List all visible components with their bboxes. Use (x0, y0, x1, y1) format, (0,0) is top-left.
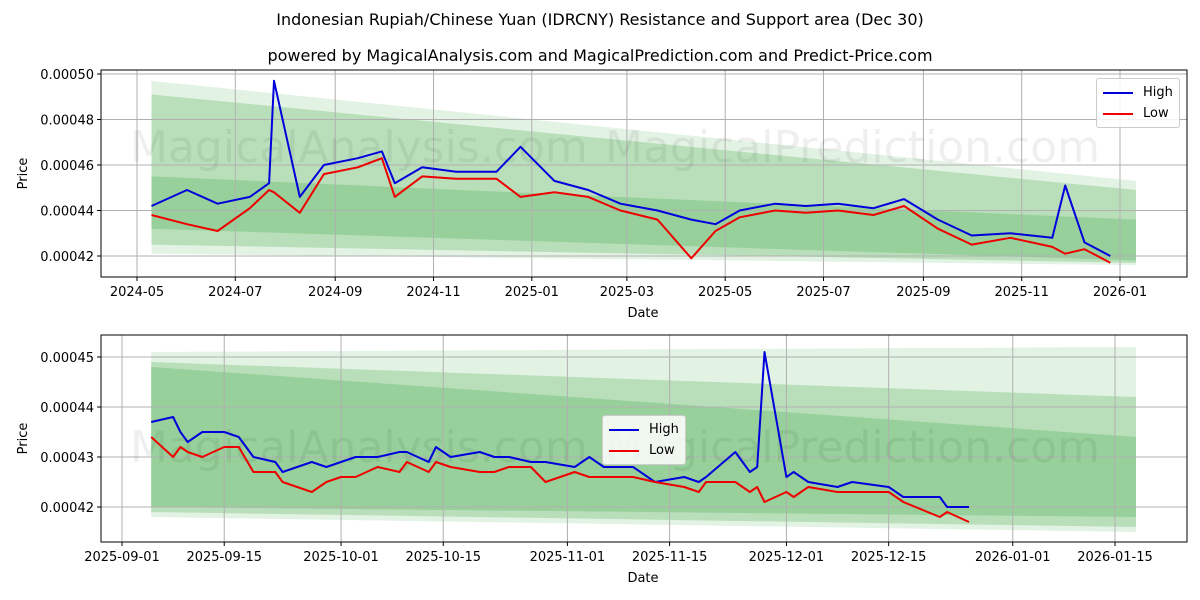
legend-low-label: Low (649, 443, 675, 458)
series-high (150, 351, 969, 508)
legend-bottom: High Low (602, 415, 686, 465)
series-high (151, 79, 1111, 257)
x-tick-label: 2025-05 (698, 285, 752, 300)
legend-top: High Low (1096, 78, 1180, 128)
x-tick-label: 2025-07 (796, 285, 850, 300)
y-tick-label: 0.00050 (40, 68, 94, 83)
watermark: MagicalPrediction.com (605, 122, 1100, 173)
low-swatch-icon (1103, 112, 1133, 115)
x-tick-label: 2024-07 (208, 285, 262, 300)
y-tick-label: 0.00044 (40, 205, 94, 220)
x-tick-label: 2025-12-01 (749, 550, 825, 565)
top-panel: MagicalAnalysis.com MagicalPrediction.com… (16, 68, 1188, 321)
x-tick-label: 2024-09 (308, 285, 362, 300)
y-axis-label: Price (16, 158, 31, 190)
legend-high-label: High (1143, 85, 1173, 100)
watermark: MagicalPrediction.com (605, 422, 1100, 473)
band-middle (151, 94, 1136, 263)
y-tick-label: 0.00045 (40, 351, 94, 366)
x-axis-label: Date (627, 571, 658, 586)
x-tick-label: 2025-12-15 (851, 550, 927, 565)
x-axis-label: Date (627, 306, 658, 321)
series-low (150, 436, 970, 523)
band-outer (151, 80, 1136, 266)
x-tick-label: 2025-10-15 (405, 550, 481, 565)
y-tick-label: 0.00048 (40, 114, 94, 129)
x-tick-label: 2025-11-15 (632, 550, 708, 565)
x-tick-label: 2025-09 (896, 285, 950, 300)
y-tick-label: 0.00042 (40, 250, 94, 265)
x-tick-label: 2024-05 (110, 285, 164, 300)
y-axis-label: Price (16, 423, 31, 455)
band-inner (151, 176, 1136, 261)
x-tick-label: 2025-01 (505, 285, 559, 300)
x-tick-label: 2025-11 (995, 285, 1049, 300)
y-tick-label: 0.00042 (40, 501, 94, 516)
chart-title: Indonesian Rupiah/Chinese Yuan (IDRCNY) … (276, 10, 924, 29)
watermark: MagicalAnalysis.com (130, 122, 588, 173)
low-swatch-icon (609, 449, 639, 452)
x-tick-label: 2025-09-01 (84, 550, 160, 565)
x-tick-label: 2026-01 (1093, 285, 1147, 300)
high-swatch-icon (1103, 91, 1133, 94)
watermark: MagicalAnalysis.com (130, 422, 588, 473)
y-tick-label: 0.00046 (40, 159, 94, 174)
x-tick-label: 2026-01-15 (1077, 550, 1153, 565)
chart-subtitle: powered by MagicalAnalysis.com and Magic… (267, 46, 933, 65)
x-tick-label: 2025-09-15 (186, 550, 262, 565)
x-tick-label: 2024-11 (406, 285, 460, 300)
series-low (151, 157, 1111, 264)
x-tick-label: 2025-03 (600, 285, 654, 300)
high-swatch-icon (609, 428, 639, 431)
y-tick-label: 0.00043 (40, 451, 94, 466)
x-tick-label: 2026-01-01 (975, 550, 1051, 565)
x-tick-label: 2025-10-01 (303, 550, 379, 565)
x-tick-label: 2025-11-01 (530, 550, 606, 565)
y-tick-label: 0.00044 (40, 401, 94, 416)
legend-low-label: Low (1143, 106, 1169, 121)
legend-high-label: High (649, 422, 679, 437)
